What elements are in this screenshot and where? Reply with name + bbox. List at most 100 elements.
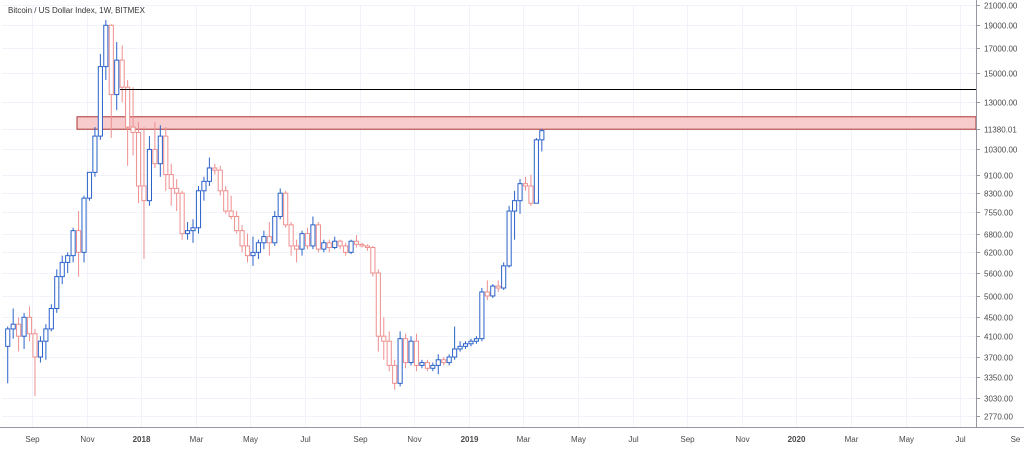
candle-body — [501, 265, 507, 289]
candle-down — [76, 211, 82, 277]
candle-up — [430, 362, 436, 372]
candle-down — [234, 211, 240, 234]
price-tick-label: 15000.00 — [984, 70, 1018, 79]
candle-body — [321, 242, 327, 250]
candle-up — [114, 41, 120, 111]
candle-up — [92, 127, 98, 177]
candle-body — [103, 24, 109, 68]
candle-body — [48, 308, 54, 330]
candle-down — [392, 359, 398, 390]
candle-up — [54, 269, 60, 313]
candle-body — [457, 345, 463, 350]
candle-body — [375, 272, 381, 337]
candle-up — [517, 179, 523, 214]
candle-body — [244, 245, 251, 257]
candle-down — [174, 179, 180, 212]
candle-body — [484, 291, 490, 297]
candle-up — [462, 341, 469, 349]
time-axis[interactable]: Sep Nov 2018 Mar May Jul Sep Nov 2019 Mar May Jul Se… — [0, 427, 1024, 445]
candle-body — [217, 169, 223, 192]
price-tick-label: 6800.00 — [984, 231, 1013, 240]
time-tick-label: Sep — [353, 435, 368, 444]
candle-up — [419, 359, 425, 369]
candle-body — [234, 215, 240, 232]
price-axis[interactable]: 21000.00 19000.00 17000.00 15000.00 13000.00… — [976, 0, 1024, 427]
candle-down — [441, 357, 447, 366]
candle-down — [16, 317, 22, 352]
candle-body — [32, 333, 38, 358]
time-tick-label: 2019 — [461, 435, 479, 444]
candle-body — [277, 192, 283, 217]
candle-body — [315, 224, 321, 250]
candle-body — [86, 171, 93, 199]
time-tick-label: May — [899, 435, 914, 444]
candle-body — [413, 340, 420, 366]
candle-body — [337, 240, 343, 247]
candle-down — [217, 165, 223, 196]
candle-body — [125, 86, 131, 128]
price-tick-label: 9100.00 — [984, 172, 1013, 181]
candle-body — [462, 343, 469, 347]
candle-body — [348, 240, 354, 253]
candle-body — [288, 224, 294, 247]
candle-down — [403, 333, 409, 369]
candle-up — [473, 336, 479, 344]
candle-up — [512, 190, 518, 240]
candle-down — [163, 127, 169, 191]
time-tick-label: Jul — [628, 435, 638, 444]
chart-title: Bitcoin / US Dollar Index, 1W, BITMEX — [8, 6, 145, 15]
candle-body — [343, 245, 349, 253]
candle-body — [185, 230, 191, 235]
price-tick-label: 4500.00 — [984, 314, 1013, 323]
resistance-zone-layer — [76, 116, 977, 130]
candle-body — [353, 240, 360, 245]
candle-body — [26, 316, 33, 335]
candle-down — [212, 163, 218, 175]
candle-body — [163, 135, 169, 176]
candle-body — [212, 167, 218, 171]
candle-up — [59, 255, 65, 285]
candle-body — [452, 348, 458, 358]
candle-body — [59, 261, 65, 278]
candle-up — [201, 176, 207, 201]
time-tick-label: 2020 — [788, 435, 806, 444]
candle-down — [386, 331, 392, 372]
candle-body — [435, 359, 441, 366]
candle-down — [359, 242, 365, 248]
candle-up — [146, 136, 152, 206]
candle-down — [179, 190, 185, 240]
candle-down — [370, 245, 376, 277]
candle-body — [364, 245, 370, 249]
candle-body — [157, 135, 163, 165]
candle-down — [266, 222, 272, 256]
candle-down — [130, 87, 136, 156]
candle-down — [152, 121, 158, 168]
candle-body — [76, 230, 82, 253]
candle-body — [141, 185, 147, 202]
price-tick-label: 10300.00 — [984, 146, 1018, 155]
candle-body — [130, 126, 136, 133]
candle-body — [304, 233, 311, 247]
candle-up — [310, 216, 316, 250]
candle-up — [70, 227, 76, 263]
candle-down — [381, 317, 387, 360]
candle-up — [97, 53, 103, 140]
candle-up — [397, 331, 403, 387]
candle-down — [239, 224, 245, 253]
candle-body — [239, 230, 245, 247]
candle-down — [294, 239, 300, 263]
candle-down — [26, 306, 33, 342]
candle-body — [54, 276, 60, 310]
candle-body — [506, 210, 512, 267]
candle-body — [43, 328, 49, 342]
candle-down — [528, 174, 534, 206]
price-tick-label: 19000.00 — [984, 22, 1018, 31]
candle-up — [435, 354, 441, 375]
time-tick-label: Mar — [845, 435, 859, 444]
time-tick-label: Mar — [517, 435, 531, 444]
candle-down — [168, 163, 174, 206]
candle-body — [359, 243, 365, 247]
candle-body — [146, 148, 152, 202]
candle-body — [92, 135, 98, 173]
